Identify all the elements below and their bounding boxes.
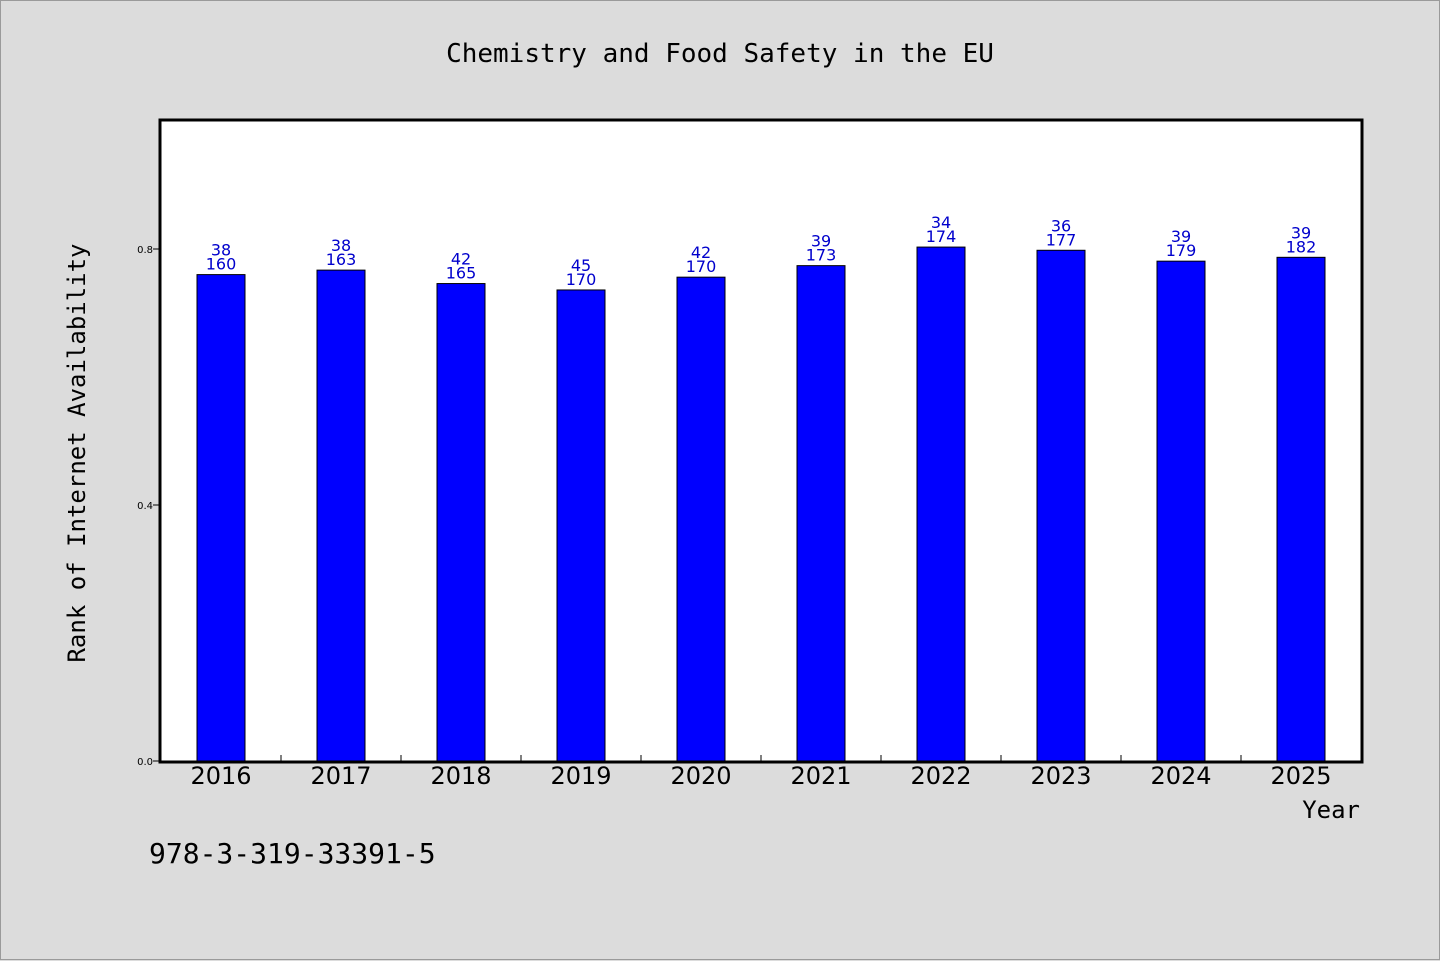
y-tick-label: 0.8 [137, 245, 153, 256]
x-axis-label: Year [1302, 796, 1360, 824]
bar-label-top: 39 [1171, 227, 1191, 246]
y-axis-ticks: 0.0 0.4 0.8 [137, 245, 161, 768]
x-tick-label: 2019 [550, 762, 611, 790]
bar [556, 289, 606, 762]
bar [196, 274, 246, 762]
bar-label-top: 38 [331, 236, 351, 255]
bar-label-bottom: 163 [326, 250, 357, 269]
bar [1156, 260, 1206, 762]
bar [436, 283, 486, 762]
bar [916, 246, 966, 762]
bar-label-top: 38 [211, 241, 231, 260]
bar-label-bottom: 174 [926, 227, 957, 246]
bar-label-bottom: 179 [1166, 241, 1197, 260]
x-tick-label: 2016 [190, 762, 251, 790]
bar-label-bottom: 177 [1046, 230, 1077, 249]
x-tick-label: 2024 [1150, 762, 1211, 790]
bar [1036, 249, 1086, 762]
footnote-isbn: 978-3-319-33391-5 [149, 837, 436, 870]
x-tick-label: 2017 [310, 762, 371, 790]
x-axis-ticks: 2016 2017 2018 2019 2020 2021 2022 2023 2024 2025 [190, 755, 1332, 790]
x-tick-label: 2023 [1030, 762, 1091, 790]
bar-label-top: 39 [1291, 223, 1311, 242]
y-tick-label: 0.4 [137, 501, 153, 512]
bar-label-bottom: 170 [566, 270, 597, 289]
bar-label-bottom: 165 [446, 264, 477, 283]
bar [316, 269, 366, 762]
bar-label-bottom: 160 [206, 255, 237, 274]
bar-label-top: 42 [451, 250, 471, 269]
bar [1276, 256, 1326, 762]
bar-label-bottom: 182 [1286, 237, 1317, 256]
bar-label-bottom: 170 [686, 257, 717, 276]
bar-label-top: 36 [1051, 216, 1071, 235]
bar-label-top: 34 [931, 213, 951, 232]
bar-label-bottom: 173 [806, 246, 837, 265]
y-axis-label: Rank of Internet Availability [63, 243, 91, 662]
bar [676, 276, 726, 762]
x-tick-label: 2020 [670, 762, 731, 790]
x-tick-label: 2025 [1270, 762, 1331, 790]
bar [796, 265, 846, 762]
chart-title: Chemistry and Food Safety in the EU [446, 39, 994, 69]
bar-label-top: 45 [571, 256, 591, 275]
x-tick-label: 2022 [910, 762, 971, 790]
x-tick-label: 2021 [790, 762, 851, 790]
x-tick-label: 2018 [430, 762, 491, 790]
y-tick-label: 0.0 [137, 757, 153, 768]
bar-label-top: 39 [811, 232, 831, 251]
bar-label-top: 42 [691, 243, 711, 262]
